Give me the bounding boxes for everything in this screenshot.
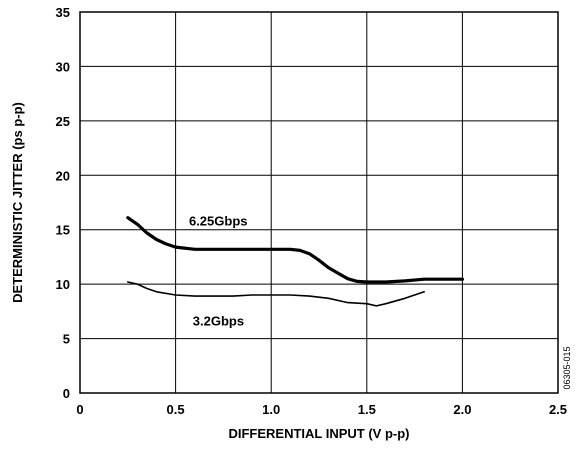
series-line-6-25gbps <box>126 216 464 284</box>
plot-frame <box>79 11 559 394</box>
figure-id: 06305-015 <box>562 346 572 389</box>
y-tick-label: 25 <box>56 114 70 129</box>
series-label-3-2gbps: 3.2Gbps <box>193 314 244 329</box>
y-tick-label: 20 <box>56 168 70 183</box>
x-axis-title: DIFFERENTIAL INPUT (V p-p) <box>228 426 409 441</box>
x-tick-label: 2.0 <box>453 402 471 417</box>
y-tick-label: 35 <box>56 5 70 20</box>
grid <box>80 12 558 393</box>
x-tick-label: 2.5 <box>549 402 567 417</box>
series-label-6-25gbps: 6.25Gbps <box>189 213 248 228</box>
x-tick-label: 0.5 <box>167 402 185 417</box>
x-tick-label: 1.0 <box>262 402 280 417</box>
x-tick-label: 0 <box>76 402 83 417</box>
y-tick-label: 10 <box>56 277 70 292</box>
series-line-3-2gbps <box>127 281 425 307</box>
series-lines <box>126 216 464 307</box>
y-tick-label: 30 <box>56 59 70 74</box>
y-tick-label: 0 <box>63 386 70 401</box>
x-tick-label: 1.5 <box>358 402 376 417</box>
y-tick-label: 15 <box>56 223 70 238</box>
y-axis-title: DETERMINISTIC JITTER (ps p-p) <box>10 102 25 303</box>
tick-labels: 0 0.5 1.0 1.5 2.0 2.5 0 5 10 15 20 25 30 35 <box>56 5 568 417</box>
y-tick-label: 5 <box>63 332 70 347</box>
